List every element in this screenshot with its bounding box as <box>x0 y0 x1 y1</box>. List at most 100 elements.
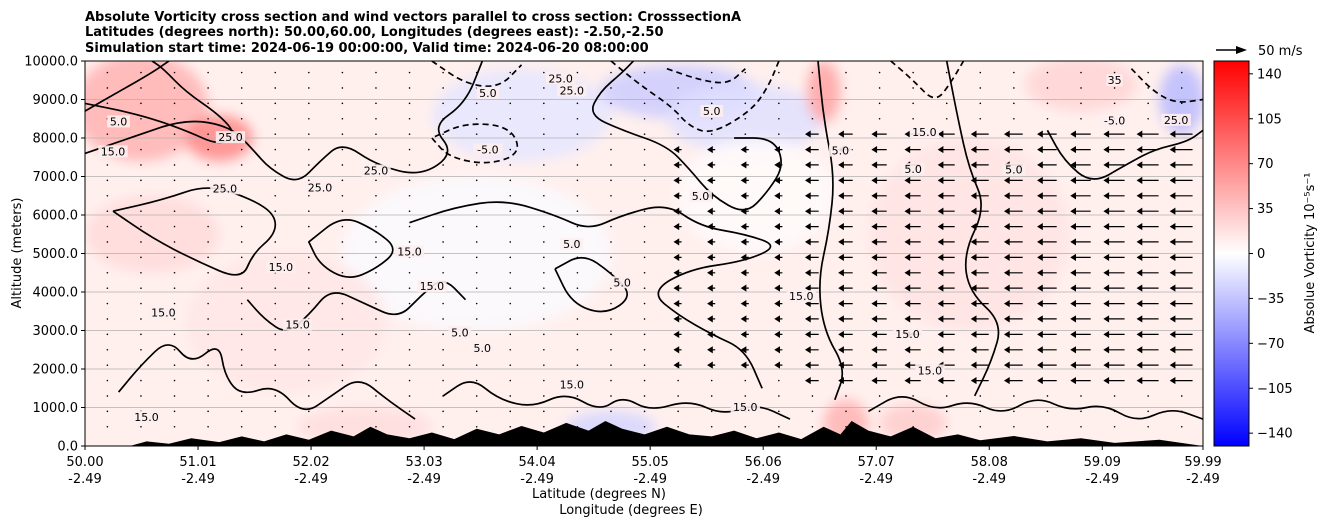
y-tick-label: 1000.0 <box>33 401 79 416</box>
wind-vector <box>643 117 646 120</box>
wind-vector <box>442 271 444 274</box>
wind-vector <box>1037 330 1057 338</box>
wind-vector <box>707 161 716 169</box>
wind-vector <box>744 87 747 89</box>
wind-vector <box>979 102 982 105</box>
wind-vector <box>610 348 612 351</box>
wind-vector <box>610 395 612 397</box>
wind-vector <box>804 346 819 354</box>
wind-vector <box>509 102 512 105</box>
wind-vector <box>744 395 747 397</box>
wind-vector <box>173 179 176 182</box>
wind-vector <box>811 410 814 413</box>
wind-vector <box>1136 223 1159 231</box>
wind-vector <box>970 238 989 246</box>
wind-vector <box>774 330 783 338</box>
wind-vector <box>1180 87 1183 89</box>
x-tick-label-latitude: 53.03 <box>405 455 442 470</box>
wind-vector <box>610 256 612 259</box>
wind-vector <box>878 410 881 413</box>
wind-vector <box>240 179 243 182</box>
wind-vector <box>509 164 512 166</box>
wind-vector <box>1169 284 1193 292</box>
wind-vector <box>475 333 478 336</box>
wind-vector <box>1070 330 1091 338</box>
contour-label-bg <box>98 145 128 158</box>
wind-vector <box>106 410 109 413</box>
wind-vector <box>408 194 411 197</box>
wind-vector <box>375 148 377 151</box>
wind-vector <box>408 71 411 74</box>
wind-vector <box>970 176 989 184</box>
wind-vector <box>173 287 176 289</box>
wind-vector <box>240 410 243 413</box>
wind-vector <box>140 87 142 89</box>
wind-vector <box>1080 87 1082 89</box>
wind-vector <box>1070 176 1091 184</box>
wind-vector <box>341 333 344 336</box>
x-tick-label-longitude: -2.49 <box>68 472 102 487</box>
wind-vector <box>878 87 881 89</box>
wind-vector <box>643 179 646 182</box>
field-blob <box>868 138 1070 331</box>
wind-vector <box>677 410 679 413</box>
wind-vector <box>408 364 411 366</box>
wind-vector <box>1013 102 1015 105</box>
wind-vector <box>1013 425 1015 428</box>
wind-vector <box>643 410 646 413</box>
wind-vector <box>1180 395 1183 397</box>
wind-vector <box>1070 207 1091 215</box>
wind-vector <box>140 102 142 105</box>
wind-vector <box>274 410 277 413</box>
wind-vector <box>643 364 646 366</box>
wind-vector <box>408 333 411 336</box>
wind-vector <box>1113 71 1116 74</box>
wind-vector <box>375 117 377 120</box>
wind-vector <box>1070 284 1091 292</box>
y-tick-label: 9000.0 <box>33 93 79 108</box>
wind-vector <box>1136 207 1159 215</box>
wind-vector <box>274 210 277 212</box>
wind-vector <box>375 425 377 428</box>
wind-vector <box>308 87 310 89</box>
wind-vector <box>904 223 921 231</box>
wind-vector <box>1113 410 1116 413</box>
contour-line-positive <box>112 187 277 276</box>
wind-vector <box>207 271 209 274</box>
wind-vector <box>804 330 819 338</box>
wind-vector <box>707 207 716 215</box>
contour-label-bg <box>266 260 296 273</box>
wind-vector <box>937 207 955 215</box>
wind-vector <box>1169 377 1193 385</box>
wind-vector <box>543 333 545 336</box>
wind-vector <box>1013 117 1015 120</box>
contour-line-negative <box>1130 68 1203 103</box>
wind-vector <box>610 302 612 305</box>
wind-vector <box>308 133 310 135</box>
wind-vector <box>838 192 853 200</box>
wind-vector <box>274 179 277 182</box>
contour-label: 25.0 <box>213 182 238 195</box>
wind-vector <box>375 287 377 289</box>
wind-vector <box>274 348 277 351</box>
wind-vector <box>408 395 411 397</box>
wind-vector <box>1136 130 1159 138</box>
wind-vector <box>375 241 377 243</box>
wind-vector <box>576 410 579 413</box>
contour-label-bg <box>282 318 313 331</box>
wind-vector <box>838 361 853 369</box>
wind-vector <box>804 146 819 154</box>
wind-vector <box>1037 176 1057 184</box>
wind-vector <box>140 241 142 243</box>
wind-vector <box>1003 377 1023 385</box>
wind-vector <box>1103 300 1125 308</box>
wind-vector <box>707 284 716 292</box>
contour-line-negative <box>890 61 965 99</box>
contour-label-bg <box>557 378 587 391</box>
contour-label-bg <box>545 72 576 85</box>
wind-vector <box>341 148 344 151</box>
wind-vector <box>1046 395 1049 397</box>
wind-vector <box>509 87 512 89</box>
wind-vector <box>774 207 783 215</box>
wind-vector <box>673 223 682 231</box>
